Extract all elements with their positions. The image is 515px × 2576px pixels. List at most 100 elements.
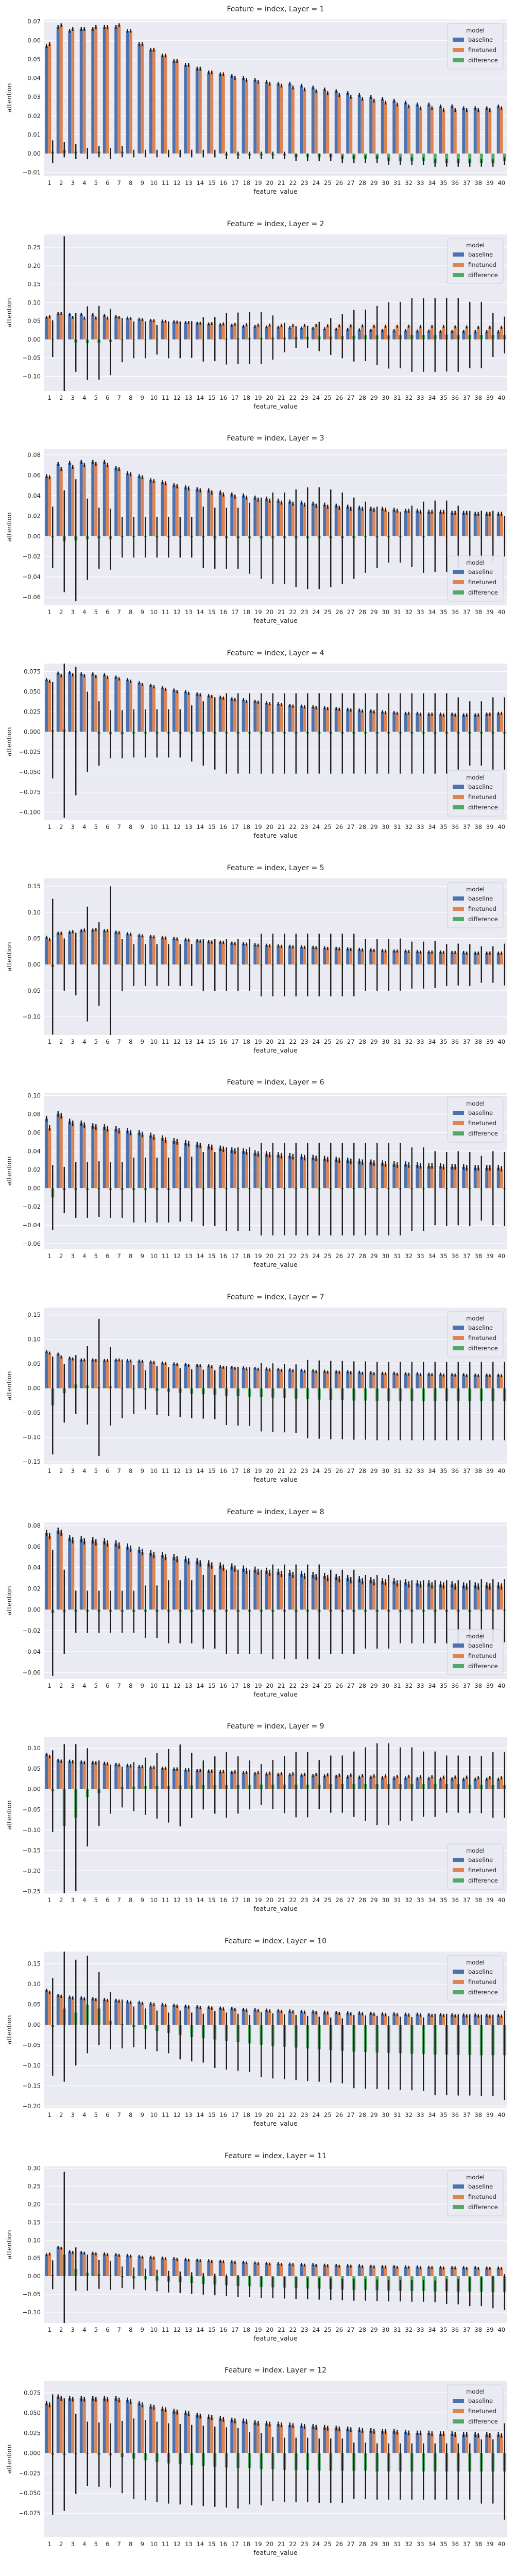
y-tick-label: 0.15 xyxy=(27,883,41,890)
bar-finetuned xyxy=(94,1542,98,1610)
bar-finetuned xyxy=(117,1545,121,1610)
bar-baseline xyxy=(473,2434,477,2453)
bar-finetuned xyxy=(129,1132,132,1189)
bar-difference xyxy=(468,154,472,163)
bar-finetuned xyxy=(141,1361,144,1388)
x-tick-label: 21 xyxy=(278,394,285,401)
y-tick-label: 0.04 xyxy=(27,1564,41,1571)
bar-finetuned xyxy=(407,1374,410,1388)
bar-baseline xyxy=(218,1565,222,1610)
bar-finetuned xyxy=(372,510,376,537)
x-tick-label: 30 xyxy=(382,2111,389,2119)
bar-baseline xyxy=(334,505,338,537)
bar-finetuned xyxy=(453,1375,457,1388)
x-tick-label: 11 xyxy=(162,1682,169,1689)
x-tick-label: 37 xyxy=(463,2540,471,2548)
bar-finetuned xyxy=(430,2267,434,2276)
x-tick-label: 30 xyxy=(382,1896,389,1904)
x-tick-label: 4 xyxy=(82,608,86,616)
x-tick-label: 10 xyxy=(150,2326,158,2333)
legend-title: model xyxy=(466,1100,485,1107)
x-tick-label: 26 xyxy=(335,823,343,831)
bar-finetuned xyxy=(94,929,98,964)
x-tick-label: 20 xyxy=(266,1682,273,1689)
bar-finetuned xyxy=(291,2011,295,2025)
bar-baseline xyxy=(462,1585,466,1610)
bar-baseline xyxy=(496,514,500,537)
y-tick-label: 0.050 xyxy=(24,2410,41,2417)
x-tick-label: 11 xyxy=(162,1038,169,1045)
bar-finetuned xyxy=(82,1360,86,1388)
x-tick-label: 24 xyxy=(312,1896,320,1904)
x-tick-label: 19 xyxy=(254,2111,262,2119)
bar-finetuned xyxy=(94,27,98,154)
bar-baseline xyxy=(357,2013,361,2025)
bar-finetuned xyxy=(384,1776,387,1789)
bar-baseline xyxy=(300,1370,303,1388)
bar-baseline xyxy=(102,1360,106,1388)
bar-finetuned xyxy=(303,2427,306,2453)
x-tick-label: 32 xyxy=(405,2111,413,2119)
x-tick-label: 14 xyxy=(196,394,204,401)
chart-layer-6: −0.06−0.04−0.020.000.020.040.060.080.101… xyxy=(5,1078,507,1268)
x-tick-label: 34 xyxy=(428,823,436,831)
bar-baseline xyxy=(300,1775,303,1789)
bar-baseline xyxy=(462,1375,466,1388)
x-tick-label: 23 xyxy=(301,1896,308,1904)
x-tick-label: 29 xyxy=(370,1682,378,1689)
legend-title: model xyxy=(466,242,485,249)
bar-baseline xyxy=(357,507,361,537)
bar-baseline xyxy=(485,1375,489,1388)
y-tick-label: 0.08 xyxy=(27,1522,41,1529)
bar-finetuned xyxy=(465,2434,469,2453)
bar-finetuned xyxy=(291,946,295,964)
legend-title: model xyxy=(466,559,485,566)
bar-finetuned xyxy=(291,325,295,340)
bar-finetuned xyxy=(280,1773,283,1789)
bar-baseline xyxy=(102,930,106,964)
bar-baseline xyxy=(369,1372,373,1388)
bar-finetuned xyxy=(198,2416,202,2453)
bar-baseline xyxy=(346,1777,350,1789)
y-tick-label: 0.15 xyxy=(27,1960,41,1968)
x-tick-label: 30 xyxy=(382,823,389,831)
bar-baseline xyxy=(195,2007,199,2025)
x-tick-label: 18 xyxy=(243,1467,250,1475)
y-tick-label: 0.10 xyxy=(27,299,41,306)
bar-finetuned xyxy=(152,937,156,964)
bar-baseline xyxy=(68,672,72,732)
bar-finetuned xyxy=(303,89,306,154)
legend-swatch-difference xyxy=(452,590,464,595)
bar-finetuned xyxy=(221,2009,225,2025)
bar-baseline xyxy=(91,462,95,537)
x-tick-label: 40 xyxy=(497,1896,505,1904)
bar-finetuned xyxy=(268,2011,271,2025)
bar-finetuned xyxy=(245,1368,248,1388)
bar-baseline xyxy=(346,1160,350,1189)
x-tick-label: 11 xyxy=(162,179,169,187)
bar-finetuned xyxy=(221,324,225,340)
x-tick-label: 34 xyxy=(428,1896,436,1904)
x-tick-label: 21 xyxy=(278,1252,285,1260)
x-tick-label: 10 xyxy=(150,394,158,401)
x-tick-label: 33 xyxy=(417,2111,424,2119)
bar-finetuned xyxy=(175,1364,179,1388)
bar-baseline xyxy=(114,468,118,537)
legend-swatch-baseline xyxy=(452,1643,464,1648)
x-tick-label: 24 xyxy=(312,2540,320,2548)
y-tick-label: −0.20 xyxy=(23,2103,41,2110)
bar-finetuned xyxy=(82,2399,86,2453)
x-tick-label: 31 xyxy=(393,1896,401,1904)
bar-baseline xyxy=(253,498,257,537)
legend-item-finetuned: finetuned xyxy=(468,1978,496,1986)
legend-swatch-difference xyxy=(452,1346,464,1351)
bar-baseline xyxy=(404,103,407,154)
y-tick-label: 0.04 xyxy=(27,75,41,82)
y-tick-label: −0.025 xyxy=(19,748,41,755)
bar-baseline xyxy=(184,1364,187,1388)
bar-finetuned xyxy=(117,25,121,154)
x-tick-label: 3 xyxy=(71,179,75,187)
bar-baseline xyxy=(462,331,466,340)
